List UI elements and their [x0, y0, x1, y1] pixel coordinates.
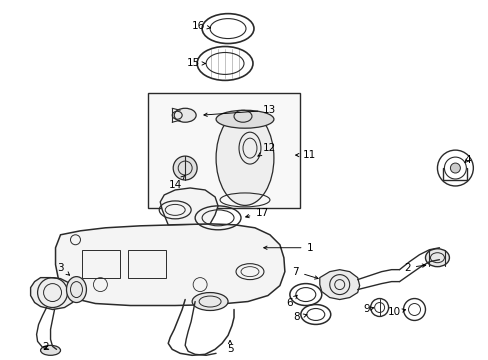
Polygon shape [160, 188, 218, 225]
Text: 1: 1 [263, 243, 312, 253]
Text: 15: 15 [186, 58, 205, 68]
Text: 13: 13 [203, 105, 276, 116]
Ellipse shape [174, 108, 196, 122]
Circle shape [173, 156, 197, 180]
Ellipse shape [425, 249, 448, 267]
Text: 7: 7 [292, 267, 318, 279]
Ellipse shape [192, 293, 227, 310]
Ellipse shape [216, 110, 273, 128]
Text: 4: 4 [463, 155, 470, 165]
Text: 12: 12 [258, 143, 276, 156]
Ellipse shape [216, 111, 273, 206]
Circle shape [449, 163, 459, 173]
Text: 8: 8 [293, 312, 306, 323]
Text: 11: 11 [295, 150, 316, 160]
Text: 9: 9 [363, 305, 373, 315]
Polygon shape [319, 270, 359, 300]
Text: 17: 17 [245, 208, 268, 218]
Text: 2: 2 [42, 342, 49, 352]
Text: 16: 16 [191, 21, 210, 31]
Ellipse shape [66, 276, 86, 302]
FancyBboxPatch shape [148, 93, 299, 208]
Text: 14: 14 [168, 175, 184, 190]
Ellipse shape [41, 345, 61, 355]
Text: 10: 10 [387, 307, 405, 318]
Polygon shape [56, 224, 285, 306]
Text: 2: 2 [404, 263, 425, 273]
Text: 3: 3 [57, 263, 69, 275]
Polygon shape [31, 278, 74, 310]
Text: 5: 5 [226, 341, 233, 354]
Text: 6: 6 [286, 295, 297, 307]
